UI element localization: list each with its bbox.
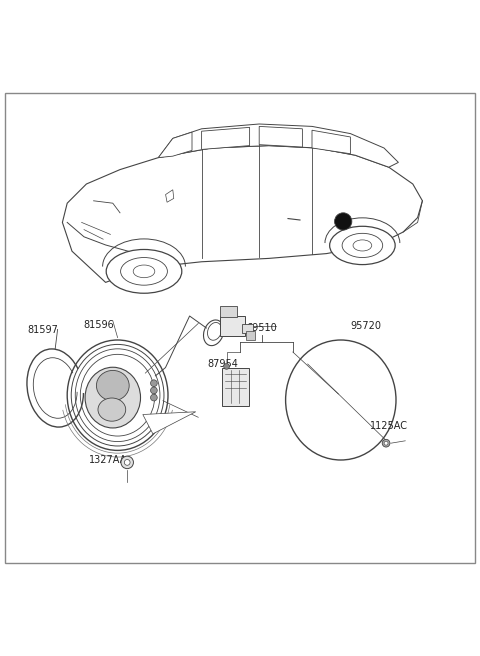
Polygon shape	[158, 132, 192, 157]
FancyBboxPatch shape	[220, 316, 245, 336]
FancyBboxPatch shape	[242, 323, 253, 333]
Ellipse shape	[330, 226, 395, 264]
Circle shape	[151, 387, 157, 394]
Ellipse shape	[120, 258, 168, 285]
Text: 87954: 87954	[208, 359, 239, 369]
FancyBboxPatch shape	[222, 368, 249, 406]
Polygon shape	[202, 127, 250, 150]
Circle shape	[384, 441, 388, 445]
Ellipse shape	[85, 367, 141, 428]
Polygon shape	[62, 146, 422, 282]
Ellipse shape	[286, 340, 396, 460]
Circle shape	[121, 456, 133, 468]
Ellipse shape	[353, 240, 372, 251]
Polygon shape	[259, 127, 302, 147]
Circle shape	[124, 459, 130, 465]
Ellipse shape	[96, 371, 129, 401]
Polygon shape	[312, 131, 350, 154]
Polygon shape	[158, 124, 398, 167]
Ellipse shape	[98, 398, 126, 421]
Text: 69510: 69510	[246, 323, 277, 333]
Text: 1327AA: 1327AA	[89, 455, 127, 465]
Polygon shape	[166, 190, 174, 202]
Text: 1125AC: 1125AC	[370, 421, 408, 432]
Circle shape	[224, 363, 229, 369]
Ellipse shape	[106, 249, 182, 293]
Text: 81597: 81597	[28, 325, 59, 335]
Ellipse shape	[335, 213, 352, 230]
FancyBboxPatch shape	[220, 306, 237, 318]
Text: 95720: 95720	[350, 321, 382, 331]
Text: 81596: 81596	[83, 320, 114, 331]
FancyBboxPatch shape	[246, 331, 255, 340]
Circle shape	[151, 394, 157, 401]
Circle shape	[151, 380, 157, 386]
Ellipse shape	[133, 265, 155, 277]
Polygon shape	[143, 412, 196, 434]
Circle shape	[382, 440, 390, 447]
Ellipse shape	[342, 234, 383, 258]
